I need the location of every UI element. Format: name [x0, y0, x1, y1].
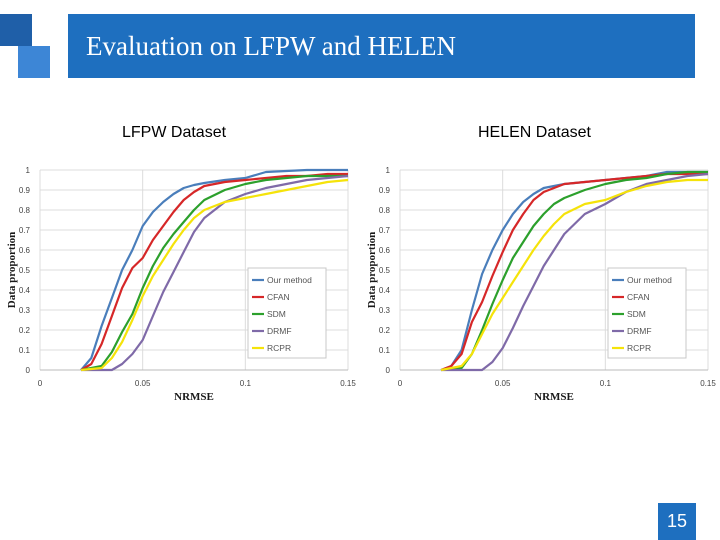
- legend-entry: DRMF: [267, 326, 292, 336]
- series-line: [441, 172, 709, 372]
- series-line: [81, 174, 349, 372]
- x-tick-label: 0: [38, 379, 43, 388]
- y-tick-label: 0: [386, 366, 391, 375]
- x-tick-label: 0.1: [240, 379, 252, 388]
- chart-helen: 0 0.1 0.2 0.3 0.4 0.5 0.6 0.7 0.8 0.9 1 0 0.05 0.1 0.1…: [366, 166, 716, 403]
- x-tick-label: 0.05: [495, 379, 511, 388]
- legend-entry: SDM: [627, 309, 646, 319]
- y-tick-label: 0.8: [379, 206, 391, 215]
- legend-entry: RCPR: [267, 343, 291, 353]
- y-tick-label: 0: [26, 366, 31, 375]
- series-line: [440, 170, 708, 372]
- y-tick-label: 0.2: [379, 326, 391, 335]
- series-line: [440, 172, 708, 372]
- decor-square-light: [18, 46, 50, 78]
- y-tick-label: 1: [386, 166, 391, 175]
- y-tick-label: 0.1: [19, 346, 31, 355]
- x-tick-label: 0.15: [340, 379, 356, 388]
- page-number: 15: [658, 503, 696, 540]
- legend-entry: Our method: [267, 275, 312, 285]
- legend-entry: SDM: [267, 309, 286, 319]
- chart-title-lfpw: LFPW Dataset: [122, 124, 227, 141]
- series-line: [80, 172, 348, 371]
- series-line: [80, 174, 348, 372]
- y-tick-label: 0.7: [379, 226, 391, 235]
- y-tick-label: 1: [26, 166, 31, 175]
- y-tick-label: 0.1: [379, 346, 391, 355]
- page-title: Evaluation on LFPW and HELEN: [86, 30, 456, 61]
- x-axis-label: NRMSE: [174, 391, 214, 403]
- x-tick-label: 0.15: [700, 379, 716, 388]
- decor-square-dark: [0, 14, 32, 46]
- y-tick-label: 0.9: [19, 186, 31, 195]
- x-axis-label: NRMSE: [534, 391, 574, 403]
- series-line: [440, 178, 708, 372]
- legend-entry: RCPR: [627, 343, 651, 353]
- y-axis-label: Data proportion: [366, 232, 378, 309]
- x-tick-label: 0.1: [600, 379, 612, 388]
- legend-entry: Our method: [627, 275, 672, 285]
- legend-entry: CFAN: [267, 292, 290, 302]
- y-tick-label: 0.3: [19, 306, 31, 315]
- series-line: [80, 168, 348, 371]
- legend-entry: CFAN: [627, 292, 650, 302]
- chart-title-helen: HELEN Dataset: [478, 124, 591, 141]
- y-tick-label: 0.9: [379, 186, 391, 195]
- series-line: [80, 178, 349, 372]
- x-tick-label: 0.05: [135, 379, 151, 388]
- y-tick-label: 0.5: [19, 266, 31, 275]
- x-tick-label: 0: [398, 379, 403, 388]
- legend-entry: DRMF: [627, 326, 652, 336]
- y-tick-label: 0.4: [19, 286, 31, 295]
- y-tick-label: 0.3: [379, 306, 391, 315]
- y-axis-label: Data proportion: [6, 232, 18, 309]
- y-tick-label: 0.6: [19, 246, 31, 255]
- y-tick-label: 0.5: [379, 266, 391, 275]
- y-tick-label: 0.6: [379, 246, 391, 255]
- chart-lfpw: 0 0.1 0.2 0.3 0.4 0.5 0.6 0.7 0.8 0.9 1 0 0.05 0.1 0.1…: [6, 166, 356, 403]
- y-tick-label: 0.7: [19, 226, 31, 235]
- title-bar: Evaluation on LFPW and HELEN: [68, 14, 695, 78]
- y-tick-label: 0.2: [19, 326, 31, 335]
- y-tick-label: 0.4: [379, 286, 391, 295]
- y-tick-label: 0.8: [19, 206, 31, 215]
